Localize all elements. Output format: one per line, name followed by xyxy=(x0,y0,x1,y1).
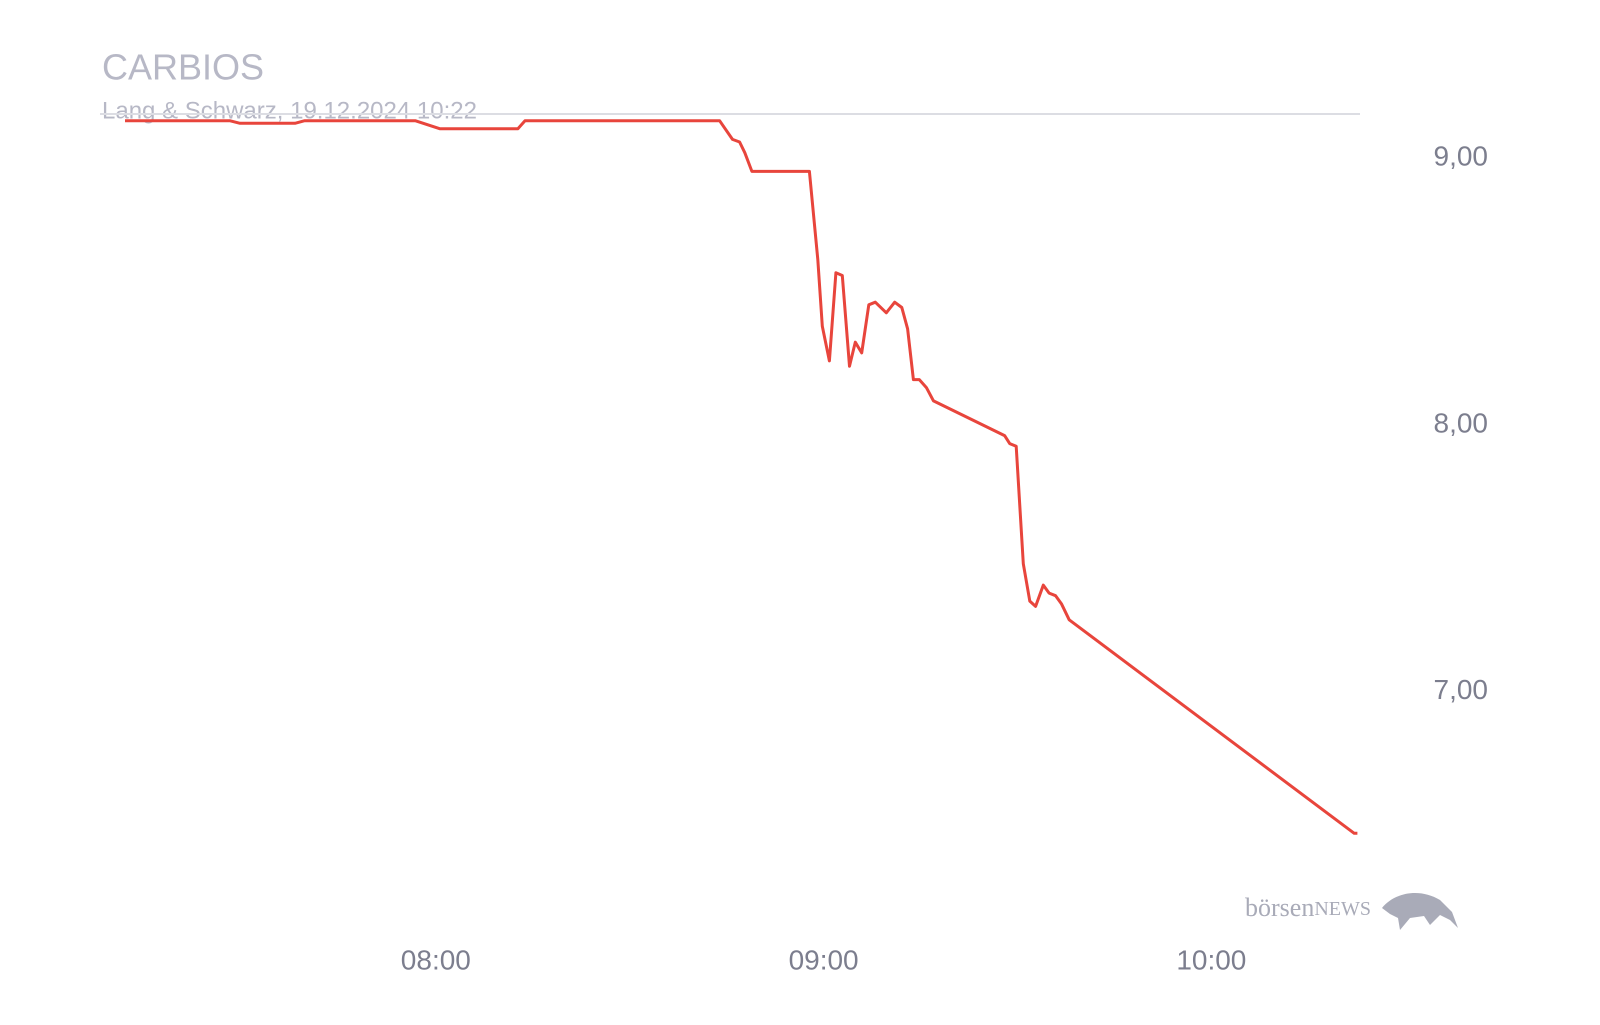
y-tick-label: 9,00 xyxy=(1434,140,1489,171)
x-tick-label: 08:00 xyxy=(401,944,471,975)
watermark: börsenNEWS xyxy=(1245,893,1458,930)
x-tick-label: 09:00 xyxy=(789,944,859,975)
watermark-brand: börsen xyxy=(1245,893,1314,922)
y-tick-label: 8,00 xyxy=(1434,407,1489,438)
x-tick-label: 10:00 xyxy=(1176,944,1246,975)
chart-title: CARBIOS xyxy=(102,47,264,88)
watermark-bull xyxy=(1382,893,1458,930)
watermark-text: börsenNEWS xyxy=(1245,893,1371,922)
y-tick-label: 7,00 xyxy=(1434,674,1489,705)
price-line xyxy=(125,119,1358,835)
watermark-suffix: NEWS xyxy=(1314,898,1371,920)
